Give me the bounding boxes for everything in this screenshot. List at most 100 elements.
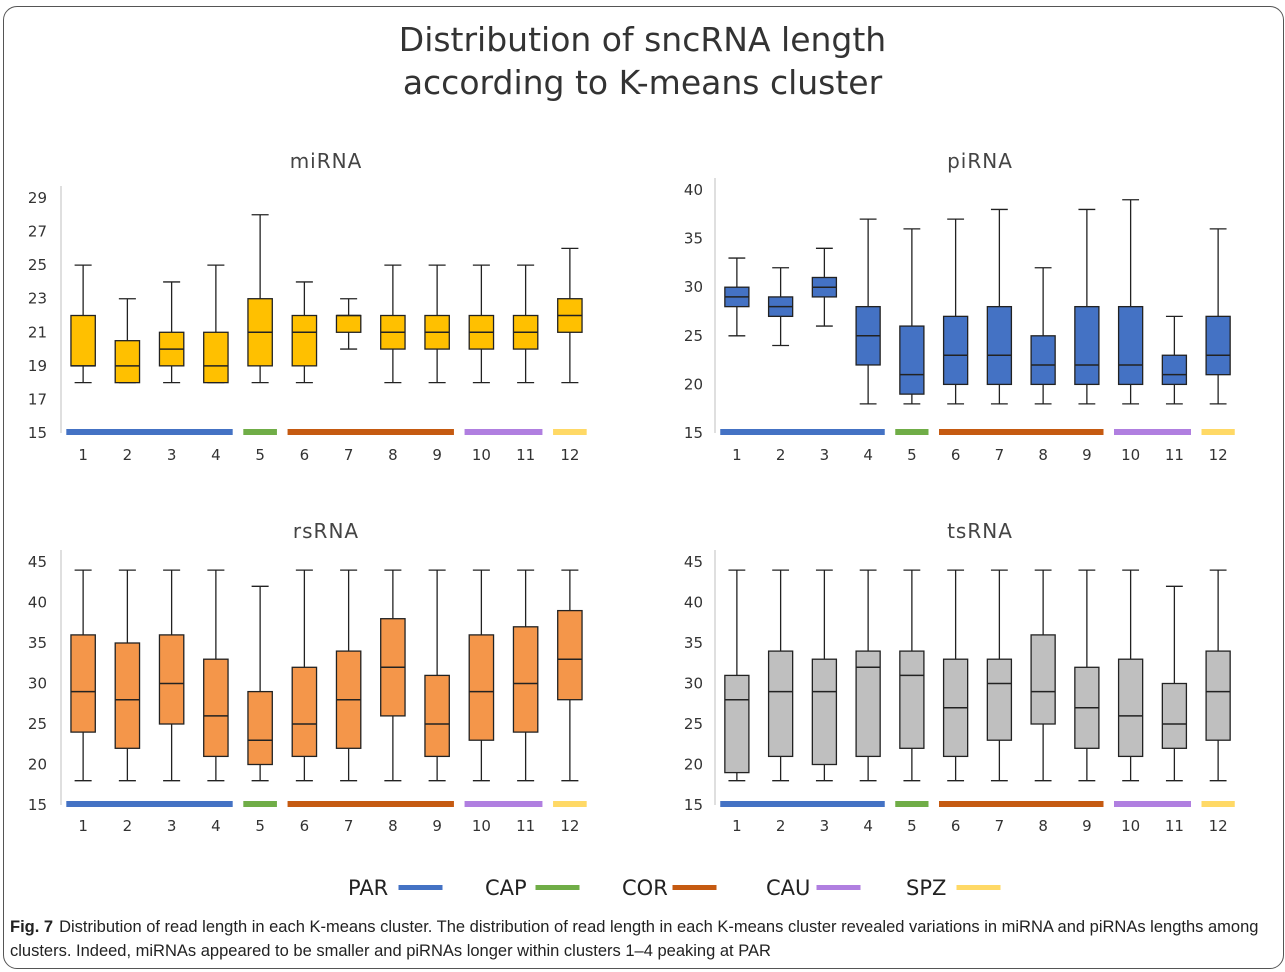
- box-iqr: [247, 690, 273, 766]
- box-miRNA-5: [247, 214, 273, 384]
- group-bar-CAU: [1114, 801, 1191, 807]
- x-tick-label: 4: [211, 817, 221, 835]
- y-tick-label: 30: [28, 675, 47, 693]
- box-rsRNA-9: [424, 569, 450, 782]
- y-tick-label: 15: [28, 796, 47, 814]
- x-tick-label: 9: [432, 446, 442, 464]
- box-iqr: [942, 315, 969, 386]
- y-tick-label: 40: [684, 594, 703, 612]
- box-miRNA-4: [203, 264, 229, 384]
- box-piRNA-6: [942, 218, 969, 405]
- box-piRNA-10: [1117, 199, 1144, 405]
- box-tsRNA-3: [811, 569, 838, 782]
- x-tick-label: 5: [907, 446, 917, 464]
- chart-title: tsRNA: [947, 519, 1013, 543]
- group-bar-COR: [939, 429, 1104, 435]
- y-tick-label: 35: [684, 230, 703, 248]
- x-tick-label: 6: [951, 446, 961, 464]
- x-tick-label: 4: [863, 817, 873, 835]
- box-rsRNA-12: [557, 569, 583, 782]
- y-tick-label: 35: [28, 634, 47, 652]
- x-tick-label: 8: [1038, 817, 1048, 835]
- x-tick-label: 11: [516, 817, 535, 835]
- chart-title: piRNA: [947, 149, 1013, 173]
- box-tsRNA-1: [724, 569, 750, 782]
- y-tick-label: 15: [684, 796, 703, 814]
- box-iqr: [114, 642, 141, 749]
- box-piRNA-3: [811, 247, 838, 327]
- y-tick-label: 15: [684, 424, 703, 442]
- box-tsRNA-9: [1074, 569, 1100, 782]
- box-tsRNA-5: [899, 569, 925, 782]
- group-bar-CAP: [243, 429, 277, 435]
- box-iqr: [1117, 658, 1144, 758]
- box-iqr: [158, 634, 185, 725]
- box-iqr: [335, 314, 362, 333]
- y-tick-label: 30: [684, 278, 703, 296]
- group-bar-COR: [287, 429, 454, 435]
- x-tick-label: 2: [776, 446, 786, 464]
- x-tick-label: 11: [1165, 817, 1184, 835]
- x-tick-label: 6: [300, 446, 310, 464]
- box-tsRNA-2: [767, 569, 794, 782]
- box-miRNA-8: [380, 264, 406, 384]
- group-bar-CAP: [895, 429, 929, 435]
- x-tick-label: 3: [167, 817, 177, 835]
- x-tick-label: 7: [995, 817, 1005, 835]
- x-tick-label: 2: [123, 817, 133, 835]
- group-bar-CAU: [464, 429, 543, 435]
- y-tick-label: 25: [684, 715, 703, 733]
- x-tick-label: 6: [300, 817, 310, 835]
- box-rsRNA-8: [380, 569, 406, 782]
- y-tick-label: 20: [28, 756, 47, 774]
- y-tick-label: 21: [28, 323, 47, 341]
- box-miRNA-6: [291, 281, 318, 384]
- y-tick-label: 15: [28, 424, 47, 442]
- group-bar-CAP: [243, 801, 277, 807]
- box-iqr: [855, 650, 881, 758]
- x-tick-label: 12: [560, 446, 579, 464]
- group-bar-COR: [939, 801, 1104, 807]
- x-tick-label: 8: [388, 446, 398, 464]
- legend-label: COR: [622, 876, 668, 900]
- legend-item-COR: COR: [622, 876, 717, 900]
- x-tick-label: 10: [472, 817, 491, 835]
- group-bar-PAR: [720, 801, 885, 807]
- x-tick-label: 1: [732, 817, 742, 835]
- group-bar-PAR: [66, 429, 233, 435]
- x-tick-label: 8: [1038, 446, 1048, 464]
- box-piRNA-2: [767, 267, 794, 347]
- box-piRNA-1: [724, 257, 750, 337]
- box-piRNA-8: [1030, 267, 1056, 405]
- y-tick-label: 35: [684, 634, 703, 652]
- x-tick-label: 8: [388, 817, 398, 835]
- box-iqr: [724, 674, 750, 774]
- caption-text: Distribution of read length in each K-me…: [10, 918, 1259, 960]
- x-tick-label: 7: [995, 446, 1005, 464]
- x-tick-label: 9: [1082, 817, 1092, 835]
- box-iqr: [1205, 315, 1231, 376]
- box-tsRNA-8: [1030, 569, 1056, 782]
- group-bar-CAU: [1114, 429, 1191, 435]
- box-rsRNA-6: [291, 569, 318, 782]
- y-tick-label: 30: [684, 675, 703, 693]
- x-tick-label: 5: [907, 817, 917, 835]
- box-tsRNA-4: [855, 569, 881, 782]
- box-iqr: [1161, 354, 1188, 386]
- box-miRNA-7: [335, 298, 362, 350]
- box-tsRNA-7: [986, 569, 1013, 782]
- box-rsRNA-11: [512, 569, 539, 782]
- x-tick-label: 12: [1209, 446, 1228, 464]
- box-miRNA-3: [158, 281, 185, 384]
- box-piRNA-4: [855, 218, 881, 405]
- box-iqr: [291, 666, 318, 758]
- box-piRNA-5: [899, 228, 925, 405]
- box-piRNA-12: [1205, 228, 1231, 405]
- box-tsRNA-11: [1161, 585, 1188, 782]
- y-tick-label: 20: [684, 375, 703, 393]
- y-tick-label: 40: [28, 594, 47, 612]
- box-iqr: [899, 325, 925, 395]
